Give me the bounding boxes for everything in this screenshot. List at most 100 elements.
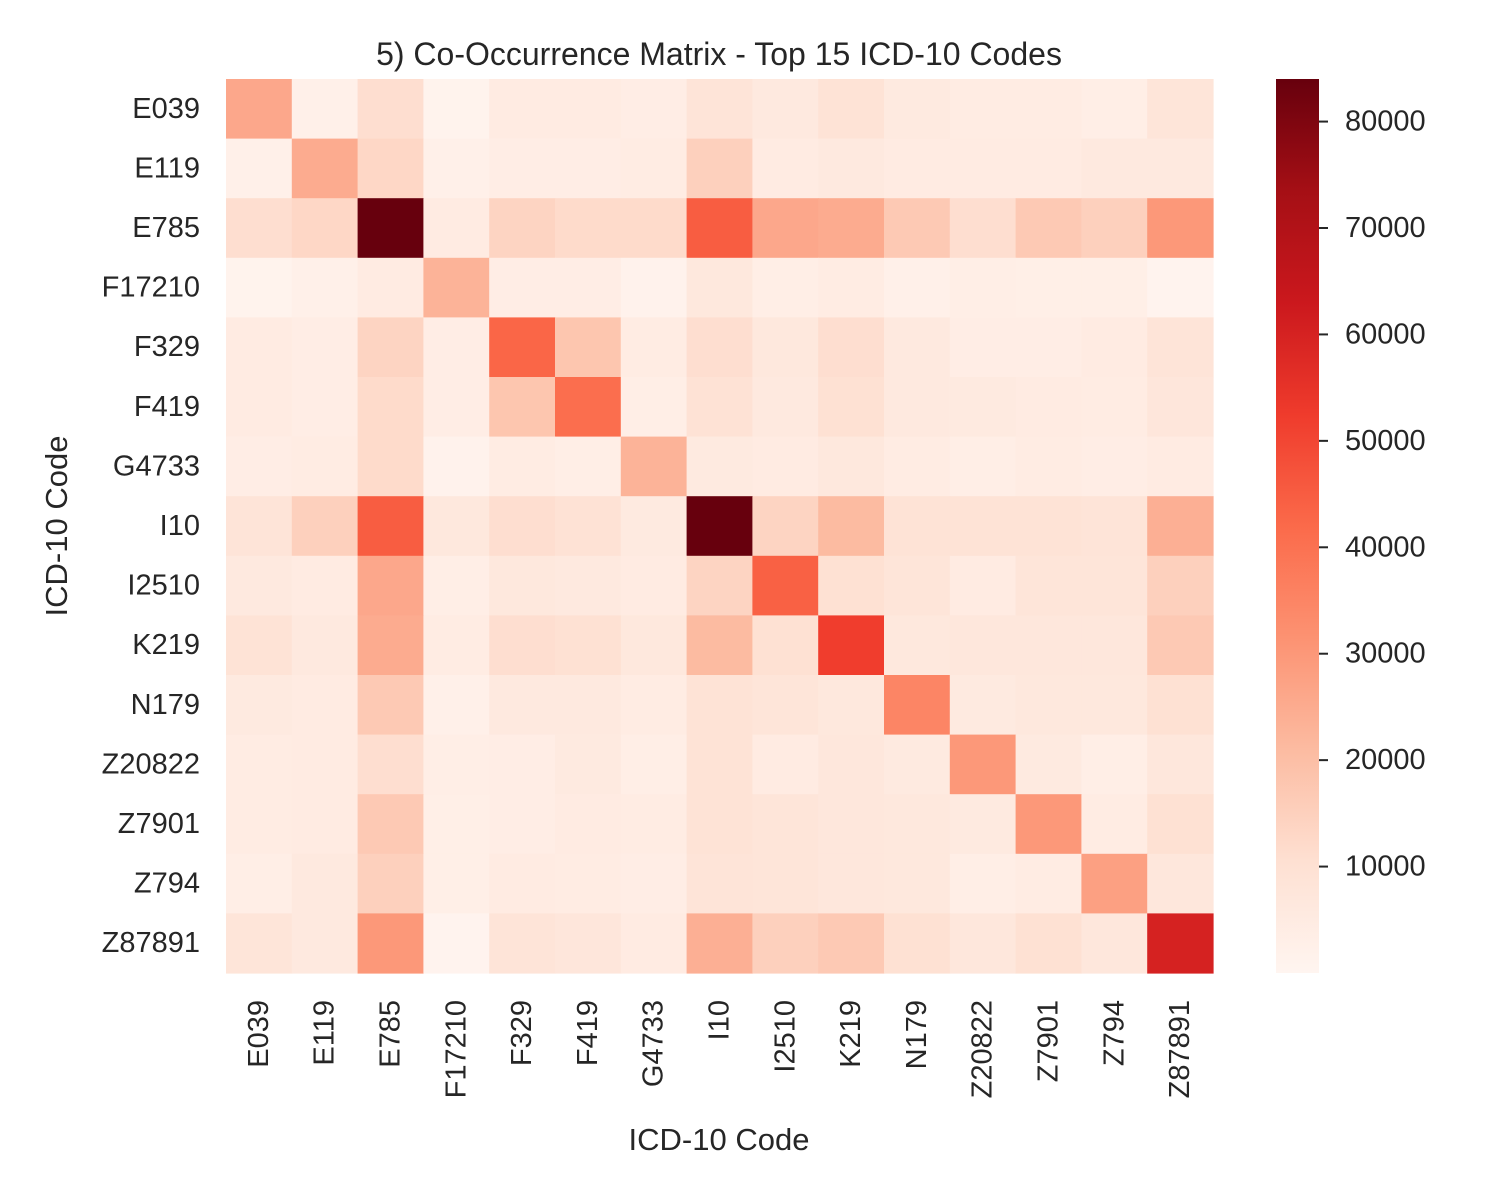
heatmap-cell-I10-G4733: [620, 496, 688, 557]
y-tick-labels: E039 E119 E785 F17210 F329 F419 G4733 I10 I2510 K…: [102, 93, 200, 959]
heatmap-cell-F329-Z794: [1081, 317, 1148, 378]
heatmap-cell-Z7901-I2510: [752, 794, 819, 855]
colorbar-tick-label: 30000: [1345, 638, 1426, 670]
heatmap-cell-N179-Z87891: [1147, 675, 1214, 736]
heatmap-cell-G4733-F419: [555, 436, 622, 497]
heatmap-cell-Z794-K219: [818, 853, 885, 914]
heatmap-cell-I2510-F329: [489, 555, 556, 616]
heatmap-cell-E119-K219: [818, 138, 885, 199]
heatmap-cell-I2510-N179: [884, 555, 951, 616]
heatmap-cell-E119-F17210: [423, 138, 490, 199]
heatmap-cell-Z794-Z7901: [1015, 853, 1082, 914]
heatmap-cell-E119-E785: [357, 138, 424, 199]
colorbar-tick-label: 60000: [1345, 318, 1426, 350]
heatmap-cell-E119-N179: [884, 138, 951, 199]
heatmap-cell-Z7901-Z87891: [1147, 794, 1214, 855]
heatmap-cell-F17210-N179: [884, 257, 951, 318]
y-tick-label: Z20822: [102, 748, 200, 780]
heatmap-cell-G4733-K219: [818, 436, 885, 497]
x-tick-label: I10: [704, 1000, 736, 1040]
heatmap-cell-F329-N179: [884, 317, 951, 378]
heatmap-cell-Z20822-N179: [884, 734, 951, 795]
heatmap-cell-Z794-E039: [226, 853, 293, 914]
heatmap-cell-Z794-Z87891: [1147, 853, 1214, 914]
heatmap-cell-F17210-Z7901: [1015, 257, 1082, 318]
heatmap-cell-F329-Z7901: [1015, 317, 1082, 378]
heatmap-cell-F419-E785: [357, 377, 424, 438]
heatmap-cell-E785-Z7901: [1015, 198, 1082, 259]
heatmap-cell-F419-K219: [818, 377, 885, 438]
x-tick-label: E039: [243, 1000, 275, 1068]
y-tick-label: I10: [160, 510, 200, 542]
heatmap-cell-Z7901-G4733: [620, 794, 688, 855]
heatmap-cell-F419-F17210: [423, 377, 490, 438]
heatmap-cell-G4733-E039: [226, 436, 293, 497]
heatmap-cell-E785-Z87891: [1147, 198, 1214, 259]
heatmap-cell-F17210-K219: [818, 257, 885, 318]
x-axis-label: ICD-10 Code: [629, 1122, 810, 1157]
heatmap-cell-F329-Z20822: [949, 317, 1017, 378]
heatmap-cell-Z794-E785: [357, 853, 424, 914]
heatmap-cell-F329-Z87891: [1147, 317, 1214, 378]
heatmap-cell-F329-I10: [686, 317, 753, 378]
heatmap-cell-Z7901-K219: [818, 794, 885, 855]
heatmap-cell-E785-F419: [555, 198, 622, 259]
heatmap-cell-F17210-F17210: [423, 257, 490, 318]
heatmap-cell-F419-I2510: [752, 377, 819, 438]
heatmap-cell-I2510-Z794: [1081, 555, 1148, 616]
heatmap-cell-Z794-N179: [884, 853, 951, 914]
x-tick-label: F329: [506, 1000, 538, 1066]
heatmap-cell-Z794-E119: [291, 853, 359, 914]
heatmap-cell-G4733-F329: [489, 436, 556, 497]
heatmap-cell-E039-I2510: [752, 79, 819, 140]
colorbar-tick-label: 20000: [1345, 744, 1426, 776]
heatmap-cell-E039-Z7901: [1015, 79, 1082, 140]
heatmap-cell-Z20822-I2510: [752, 734, 819, 795]
heatmap-cell-E785-G4733: [620, 198, 688, 259]
heatmap-cell-E785-F17210: [423, 198, 490, 259]
heatmap-cell-E039-F329: [489, 79, 556, 140]
heatmap-cell-E119-E039: [226, 138, 293, 199]
x-tick-label: I2510: [769, 1000, 801, 1073]
heatmap-cell-Z20822-F17210: [423, 734, 490, 795]
heatmap-cell-K219-F419: [555, 615, 622, 676]
heatmap-cell-G4733-Z7901: [1015, 436, 1082, 497]
heatmap-cell-G4733-I10: [686, 436, 753, 497]
heatmap-cell-I10-E785: [357, 496, 424, 557]
heatmap-cell-Z87891-E119: [291, 913, 359, 974]
x-tick-label: Z7901: [1033, 1000, 1065, 1082]
heatmap-cell-Z87891-F419: [555, 913, 622, 974]
heatmap-cell-F329-E039: [226, 317, 293, 378]
heatmap-cell-K219-F17210: [423, 615, 490, 676]
heatmap-cell-N179-E119: [291, 675, 359, 736]
heatmap-cell-E119-F419: [555, 138, 622, 199]
colorbar-tick-label: 40000: [1345, 531, 1426, 563]
y-tick-label: I2510: [127, 570, 200, 602]
colorbar-tick-label: 10000: [1345, 851, 1426, 883]
heatmap-cell-K219-K219: [818, 615, 885, 676]
heatmap-cell-Z87891-K219: [818, 913, 885, 974]
heatmap-cell-G4733-G4733: [620, 436, 688, 497]
heatmap-cell-Z20822-Z87891: [1147, 734, 1214, 795]
heatmap-cell-F17210-I10: [686, 257, 753, 318]
heatmap-cell-N179-F17210: [423, 675, 490, 736]
heatmap-cell-Z87891-E039: [226, 913, 293, 974]
heatmap-cell-Z87891-Z20822: [949, 913, 1017, 974]
heatmap-cell-G4733-F17210: [423, 436, 490, 497]
heatmap-cell-E785-Z794: [1081, 198, 1148, 259]
heatmap-cell-Z87891-Z87891: [1147, 913, 1214, 974]
chart-title: 5) Co-Occurrence Matrix - Top 15 ICD-10 …: [376, 36, 1062, 72]
heatmap-cell-I10-F419: [555, 496, 622, 557]
heatmap-cell-Z7901-Z20822: [949, 794, 1017, 855]
heatmap-cell-E785-F329: [489, 198, 556, 259]
heatmap-cell-E039-N179: [884, 79, 951, 140]
x-tick-label: F17210: [440, 1000, 472, 1098]
heatmap-cell-Z20822-I10: [686, 734, 753, 795]
heatmap-cell-F419-F329: [489, 377, 556, 438]
heatmap-cell-K219-I2510: [752, 615, 819, 676]
heatmap-cell-F329-F329: [489, 317, 556, 378]
heatmap-cell-E039-E119: [291, 79, 359, 140]
heatmap-cell-Z87891-G4733: [620, 913, 688, 974]
x-tick-label: Z20822: [967, 1000, 999, 1098]
